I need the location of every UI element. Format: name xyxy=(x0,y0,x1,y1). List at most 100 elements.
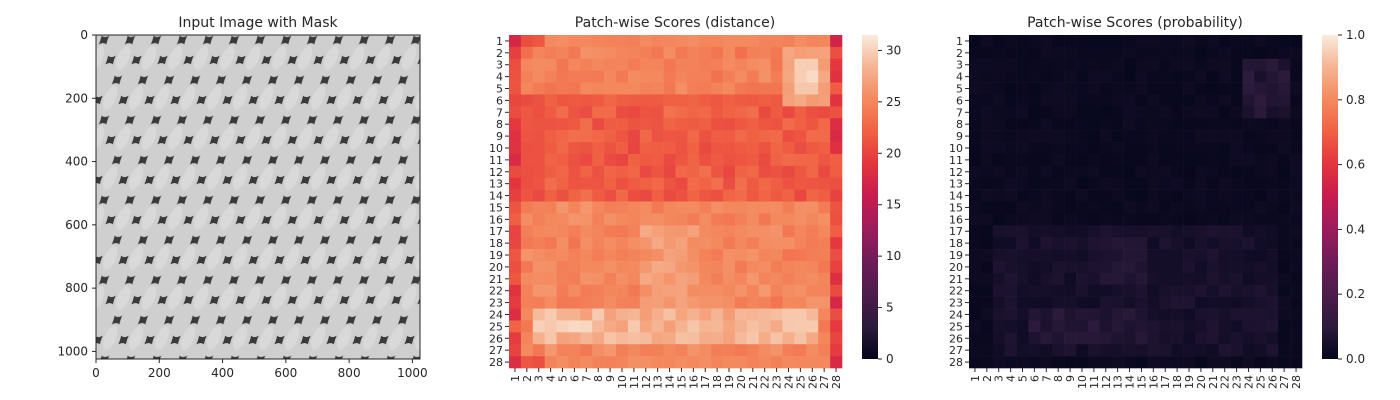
probability-cell xyxy=(1206,46,1220,60)
probability-cell xyxy=(1040,70,1053,83)
distance-cell xyxy=(734,308,748,321)
probability-cell xyxy=(1218,308,1231,321)
distance-cell xyxy=(532,225,545,238)
probability-cell xyxy=(1171,344,1184,357)
distance-cell xyxy=(782,284,795,297)
distance-cell xyxy=(544,284,557,297)
probability-cell xyxy=(1064,201,1077,214)
distance-cell xyxy=(734,189,748,202)
distance-cell xyxy=(818,70,831,83)
distance-cell xyxy=(770,260,783,274)
probability-cell xyxy=(1230,177,1243,190)
distance-colorbar-tick-label: 20 xyxy=(886,146,901,160)
distance-cell xyxy=(604,356,617,369)
probability-cell xyxy=(1111,58,1124,71)
probability-cell xyxy=(1242,165,1255,179)
distance-cell xyxy=(687,58,700,71)
probability-cell xyxy=(969,344,982,357)
distance-cell xyxy=(544,320,557,333)
probability-cell xyxy=(1087,106,1101,119)
distance-cell xyxy=(556,308,569,321)
probability-cell xyxy=(1099,344,1113,357)
distance-cell xyxy=(746,284,760,297)
distance-cell xyxy=(532,249,545,262)
probability-cell xyxy=(1206,332,1220,345)
probability-x-tick-label: 28 xyxy=(1290,375,1303,389)
distance-cell xyxy=(663,260,676,274)
distance-cell xyxy=(675,237,688,250)
probability-x-tick-label: 9 xyxy=(1064,375,1077,382)
probability-cell xyxy=(1076,356,1089,369)
probability-cell xyxy=(1266,237,1279,250)
probability-cell xyxy=(1087,344,1101,357)
distance-x-tick-label: 21 xyxy=(747,375,760,389)
distance-cell xyxy=(532,177,545,190)
probability-cell xyxy=(1171,118,1184,131)
distance-cell xyxy=(556,296,569,309)
probability-cell xyxy=(1171,130,1184,143)
probability-cell xyxy=(969,189,982,202)
distance-cell xyxy=(580,177,593,190)
probability-cell xyxy=(1064,153,1077,167)
distance-cell xyxy=(770,82,783,95)
probability-cell xyxy=(1171,46,1184,60)
distance-cell xyxy=(592,272,605,286)
probability-cell xyxy=(1040,260,1053,274)
distance-y-tick-label: 22 xyxy=(489,285,503,298)
probability-cell xyxy=(1052,213,1065,226)
distance-cell xyxy=(818,332,831,345)
probability-cell xyxy=(1290,153,1303,167)
probability-cell xyxy=(980,249,994,262)
image-x-tick-label: 400 xyxy=(211,366,234,380)
probability-cell xyxy=(1040,165,1053,179)
distance-y-tick-label: 9 xyxy=(496,130,503,143)
distance-cell xyxy=(556,213,569,226)
probability-cell xyxy=(1206,344,1220,357)
probability-cell xyxy=(1159,46,1172,60)
probability-cell xyxy=(980,153,994,167)
probability-cell xyxy=(1040,213,1053,226)
distance-cell xyxy=(509,82,522,95)
probability-cell xyxy=(1076,58,1089,71)
distance-cell xyxy=(711,94,724,107)
probability-cell xyxy=(1111,130,1124,143)
distance-cell xyxy=(556,260,569,274)
probability-cell xyxy=(1064,94,1077,107)
distance-cell xyxy=(604,165,617,179)
distance-cell xyxy=(746,320,760,333)
distance-cell xyxy=(520,70,534,83)
distance-cell xyxy=(639,296,653,309)
distance-cell xyxy=(830,237,843,250)
distance-cell xyxy=(723,46,736,60)
probability-cell xyxy=(1004,35,1017,48)
probability-cell xyxy=(1076,82,1089,95)
probability-cell xyxy=(980,213,994,226)
distance-cell xyxy=(663,201,676,214)
probability-cell xyxy=(1135,320,1148,333)
distance-x-tick-label: 3 xyxy=(533,375,546,382)
probability-cell xyxy=(1194,118,1208,131)
probability-cell xyxy=(980,94,994,107)
distance-cell xyxy=(746,213,760,226)
distance-cell xyxy=(699,344,712,357)
probability-cell xyxy=(1099,237,1113,250)
distance-cell xyxy=(818,46,831,60)
probability-cell xyxy=(1099,356,1113,369)
probability-cell xyxy=(1278,153,1291,167)
probability-cell xyxy=(1278,46,1291,60)
distance-cell xyxy=(675,118,688,131)
distance-cell xyxy=(616,356,629,369)
distance-cell xyxy=(830,308,843,321)
probability-cell xyxy=(1087,332,1101,345)
probability-cell xyxy=(1004,165,1017,179)
distance-cell xyxy=(580,46,593,60)
distance-cell xyxy=(830,284,843,297)
distance-cell xyxy=(663,94,676,107)
distance-cell xyxy=(627,58,641,71)
probability-cell xyxy=(1147,165,1160,179)
probability-cell xyxy=(1052,35,1065,48)
distance-cell xyxy=(544,35,557,48)
probability-cell xyxy=(1135,201,1148,214)
